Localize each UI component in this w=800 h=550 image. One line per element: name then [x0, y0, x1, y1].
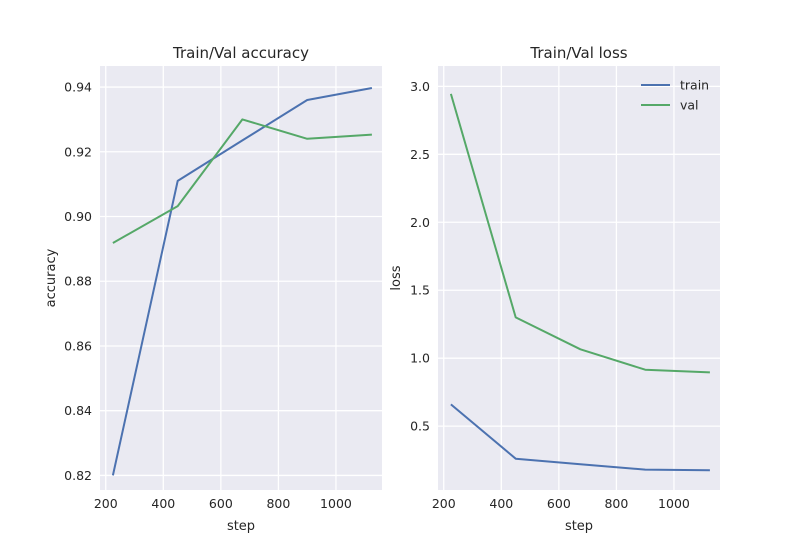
loss-y-tick-label: 3.0	[410, 79, 430, 94]
accuracy-x-tick-label: 200	[94, 496, 118, 511]
accuracy-x-tick-label: 800	[266, 496, 290, 511]
loss-y-tick-label: 1.5	[410, 283, 430, 298]
accuracy-series	[111, 87, 373, 476]
accuracy-y-axis-label: accuracy	[44, 248, 59, 307]
accuracy-y-tick-label: 0.86	[64, 338, 92, 353]
loss-y-tick-label: 2.0	[410, 215, 430, 230]
loss-val-line	[449, 93, 710, 374]
accuracy-tick-labels: 200 400 600 800 1000 0.82 0.84 0.86 0.88 0.90 0.92…	[64, 80, 352, 511]
accuracy-y-tick-label: 0.84	[64, 403, 92, 418]
loss-grid	[438, 66, 720, 490]
accuracy-y-tick-label: 0.90	[64, 209, 92, 224]
accuracy-train-line	[111, 87, 373, 476]
loss-x-tick-label: 1000	[658, 496, 690, 511]
accuracy-x-tick-label: 1000	[320, 496, 352, 511]
loss-plot-area	[438, 66, 720, 490]
accuracy-grid	[100, 66, 382, 490]
loss-y-tick-label: 2.5	[410, 147, 430, 162]
loss-panel: 200 400 600 800 1000 0.5 1.0 1.5 2.0 2.5 3.0 Train…	[389, 44, 720, 534]
legend-label-val: val	[680, 98, 699, 113]
accuracy-chart-title: Train/Val accuracy	[172, 44, 309, 62]
loss-series	[449, 93, 710, 472]
accuracy-y-tick-label: 0.92	[64, 144, 92, 159]
accuracy-plot-area	[100, 66, 382, 490]
accuracy-x-tick-label: 600	[209, 496, 233, 511]
loss-x-tick-label: 600	[547, 496, 571, 511]
loss-train-line	[450, 403, 710, 472]
accuracy-x-axis-label: step	[227, 519, 255, 534]
loss-y-tick-label: 0.5	[410, 419, 430, 434]
accuracy-x-tick-label: 400	[151, 496, 175, 511]
legend-label-train: train	[680, 78, 709, 93]
loss-y-axis-label: loss	[389, 265, 404, 290]
loss-y-tick-label: 1.0	[410, 351, 430, 366]
loss-chart-title: Train/Val loss	[529, 44, 627, 62]
accuracy-y-tick-label: 0.88	[64, 274, 92, 289]
loss-x-tick-label: 400	[489, 496, 513, 511]
loss-legend: train val	[641, 78, 709, 113]
accuracy-val-line	[112, 118, 372, 244]
loss-x-tick-label: 200	[432, 496, 456, 511]
accuracy-panel: 200 400 600 800 1000 0.82 0.84 0.86 0.88 0.90 0.92…	[44, 44, 382, 534]
accuracy-y-tick-label: 0.82	[64, 468, 92, 483]
accuracy-y-tick-label: 0.94	[64, 80, 92, 95]
loss-x-axis-label: step	[565, 519, 593, 534]
loss-x-tick-label: 800	[604, 496, 628, 511]
loss-tick-labels: 200 400 600 800 1000 0.5 1.0 1.5 2.0 2.5 3.0	[410, 79, 690, 511]
